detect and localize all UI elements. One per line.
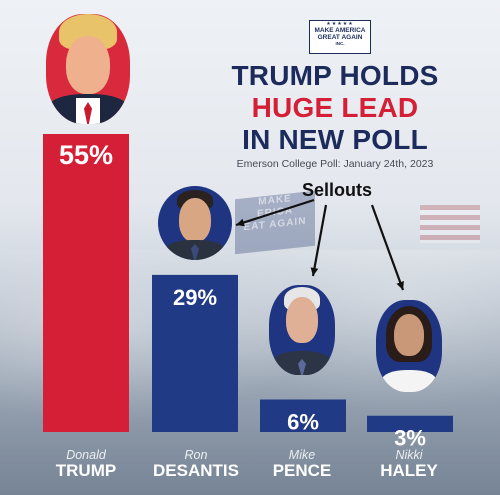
haley-portrait: [376, 300, 442, 392]
last-name-haley: HALEY: [380, 461, 438, 480]
last-name-desantis: DESANTIS: [153, 461, 239, 480]
value-label-haley: 3%: [394, 426, 426, 451]
badge-stars: ★★★★★: [326, 21, 354, 27]
desantis-portrait: [158, 186, 232, 260]
trump-portrait: [46, 14, 130, 124]
value-label-desantis: 29%: [173, 285, 217, 310]
trump-face: [66, 36, 110, 94]
arrow-to-haley: [370, 204, 405, 291]
first-name-desantis: Ron: [184, 448, 208, 462]
bar-trump: [43, 134, 129, 432]
last-name-pence: PENCE: [272, 461, 332, 480]
bar-desantis: [152, 274, 238, 432]
value-label-pence: 6%: [287, 409, 319, 434]
badge-line-2: GREAT AGAIN: [317, 34, 363, 41]
sellouts-annotation: Sellouts: [302, 180, 373, 200]
chart-subtitle: Emerson College Poll: January 24th, 2023: [236, 158, 434, 170]
first-name-pence: Mike: [288, 448, 316, 462]
trump-tie: [84, 102, 92, 124]
maga-badge-logo: ★★★★★ MAKE AMERICA GREAT AGAIN INC.: [309, 20, 371, 54]
bar-pence: [260, 399, 346, 432]
desantis-face: [179, 198, 211, 242]
title-line-1: TRUMP HOLDS: [231, 60, 439, 91]
haley-face: [394, 314, 424, 356]
haley-top: [382, 370, 436, 392]
arrow-to-pence: [310, 204, 328, 277]
last-name-trump: TRUMP: [55, 461, 117, 480]
first-name-haley: Nikki: [395, 448, 423, 462]
value-label-trump: 55%: [59, 140, 113, 170]
pence-face: [286, 297, 318, 343]
arrow-to-desantis: [235, 198, 315, 227]
bar-haley: [367, 415, 453, 432]
title-line-2: HUGE LEAD: [251, 92, 419, 123]
desantis-tie: [191, 244, 199, 260]
badge-line-3: INC.: [335, 41, 345, 46]
pence-portrait: [269, 285, 335, 375]
first-name-trump: Donald: [66, 448, 106, 462]
background-flag: [420, 205, 480, 243]
title-line-3: IN NEW POLL: [242, 124, 428, 155]
pence-tie: [298, 359, 306, 375]
badge-line-1: MAKE AMERICA: [314, 27, 366, 34]
